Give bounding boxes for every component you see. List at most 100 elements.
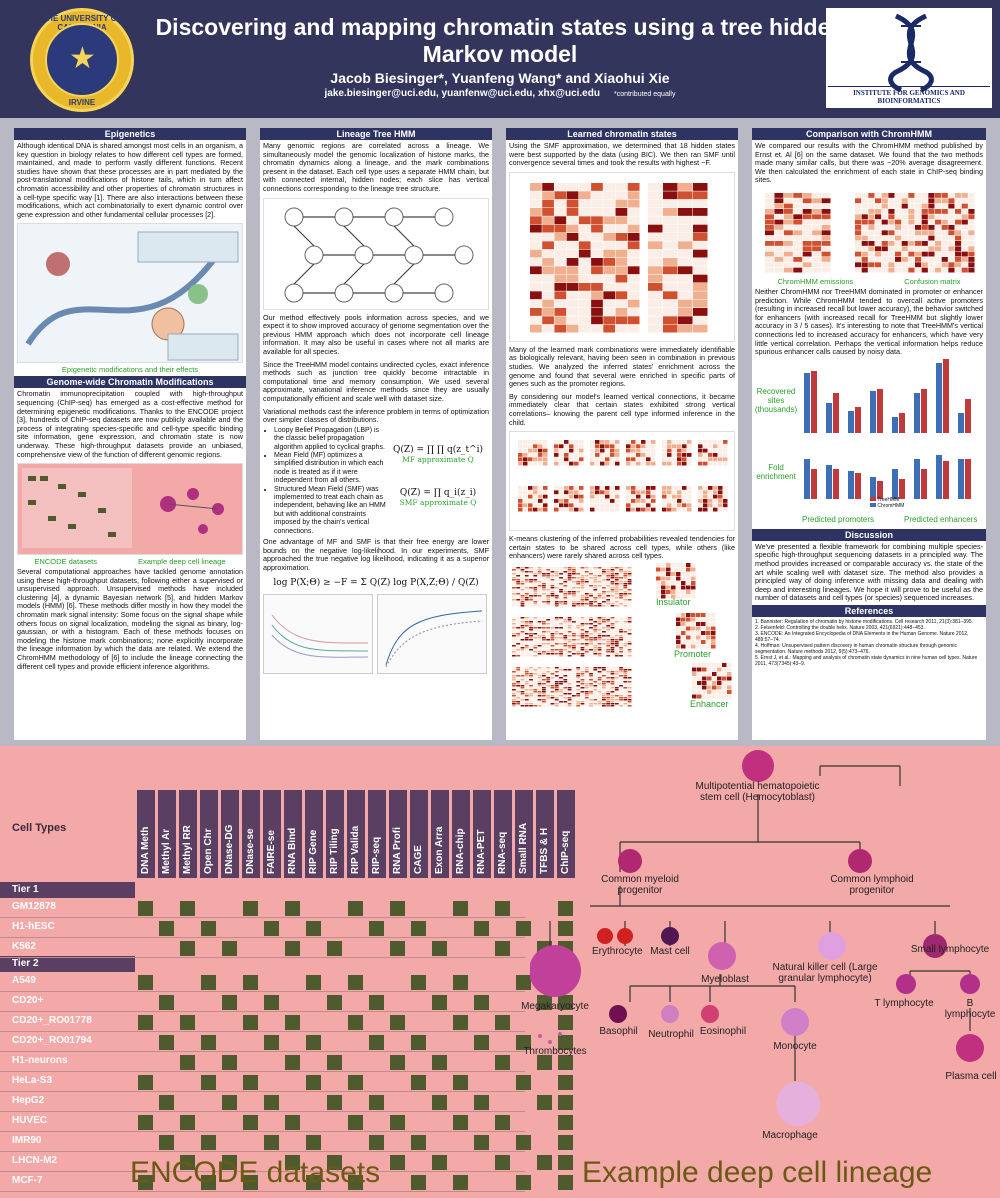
heatmap-cell: [623, 574, 628, 577]
heatmap-cell: [941, 235, 948, 241]
dataset-cell: [369, 1095, 384, 1110]
heatmap-cell: [861, 235, 868, 241]
column-header: FAIRE-se: [263, 790, 281, 878]
heatmap-cell: [589, 604, 593, 607]
heatmap-cell: [574, 461, 579, 466]
heatmap-cell: [537, 668, 542, 671]
heatmap-cell: [651, 507, 656, 512]
heatmap-cell: [524, 668, 529, 671]
heatmap-cell: [623, 686, 628, 689]
heatmap-cell: [935, 246, 942, 252]
heatmap-cell: [696, 626, 701, 631]
heatmap-cell: [529, 588, 533, 591]
heatmap-cell: [651, 457, 656, 462]
heatmap-cell: [614, 582, 619, 585]
heatmap-cell: [524, 582, 529, 585]
heatmap-cell: [520, 578, 525, 581]
heatmap-cell: [708, 507, 713, 512]
heatmap-cell: [524, 632, 529, 635]
heatmap-cell: [520, 616, 525, 619]
heatmap-cell: [572, 630, 576, 633]
heatmap-cell: [941, 240, 948, 246]
heatmap-cell: [572, 636, 576, 639]
heatmap-cell: [593, 634, 598, 637]
heatmap-cell: [538, 453, 543, 457]
heatmap-cell: [559, 698, 563, 701]
dataset-cell: [453, 1175, 468, 1190]
heatmap-cell: [722, 662, 727, 667]
heatmap-cell: [614, 626, 619, 629]
heatmap-cell: [648, 241, 663, 249]
heatmap-cell: [627, 686, 632, 689]
heatmap-cell: [703, 448, 708, 453]
heatmap-cell: [529, 616, 533, 619]
heatmap-cell: [533, 594, 538, 597]
heatmap-cell: [696, 635, 701, 640]
heatmap-cell: [765, 214, 774, 220]
heatmap-cell: [576, 630, 581, 633]
heatmap-cell: [537, 624, 542, 627]
dataset-cell: [222, 1095, 237, 1110]
lineage-mast: Mast cell: [650, 946, 690, 957]
heatmap-cell: [580, 678, 585, 681]
heatmap-cell: [698, 457, 703, 462]
heatmap-cell: [623, 690, 628, 693]
dataset-cell: [222, 995, 237, 1010]
heatmap-cell: [542, 640, 546, 643]
heatmap-cell: [935, 208, 942, 214]
heatmap-cell: [774, 267, 784, 273]
heatmap-cell: [574, 499, 579, 503]
heatmap-cell: [589, 572, 593, 575]
heatmap-cell: [584, 576, 589, 579]
heatmap-cell: [812, 203, 822, 209]
heatmap-cell: [691, 585, 696, 590]
heatmap-cell: [572, 566, 576, 569]
heatmap-cell: [537, 638, 542, 641]
lineage-t-lymphocyte: T lymphocyte: [874, 998, 934, 1009]
heatmap-cell: [610, 572, 615, 575]
heatmap-cell: [554, 490, 559, 495]
heatmap-cell: [559, 461, 564, 466]
heatmap-cell: [615, 257, 628, 266]
heatmap-cell: [542, 672, 546, 675]
heatmap-cell: [538, 440, 543, 444]
heatmap-cell: [559, 572, 563, 575]
heatmap-cell: [636, 507, 641, 512]
heatmap-cell: [566, 299, 579, 308]
heatmap-cell: [627, 624, 632, 627]
heatmap-cell: [722, 680, 727, 685]
heatmap-cell: [537, 580, 542, 583]
heatmap-cell: [529, 668, 533, 671]
heatmap-cell: [524, 566, 529, 569]
learned-states-text: Using the SMF approximation, we determin…: [509, 141, 735, 168]
lineage-plasma: Plasma cell: [945, 1071, 997, 1082]
heatmap-cell: [656, 594, 661, 599]
heatmap-cell: [677, 444, 682, 449]
heatmap-cell: [537, 594, 542, 597]
heatmap-cell: [948, 256, 955, 262]
heatmap-cell: [550, 584, 555, 587]
heatmap-cell: [623, 692, 628, 695]
heatmap-cell: [593, 636, 598, 639]
heatmap-cell: [961, 203, 968, 209]
row-divider: [0, 917, 525, 918]
heatmap-cell: [542, 702, 546, 705]
heatmap-cell: [593, 696, 598, 699]
heatmap-cell: [542, 696, 546, 699]
heatmap-cell: [567, 620, 572, 623]
heatmap-cell: [537, 684, 542, 687]
heatmap-cell: [520, 674, 525, 677]
heatmap-cell: [593, 576, 598, 579]
heatmap-cell: [713, 461, 718, 466]
heatmap-cell: [602, 584, 606, 587]
heatmap-cell: [610, 588, 615, 591]
heatmap-cell: [576, 568, 581, 571]
heatmap-cell: [554, 640, 559, 643]
heatmap-cell: [615, 291, 628, 299]
heatmap-cell: [701, 630, 706, 635]
heatmap-cell: [512, 678, 516, 681]
heatmap-cell: [881, 246, 888, 252]
heatmap-cell: [627, 682, 632, 685]
heatmap-cell: [667, 494, 672, 499]
column-header-label: DNase-DG: [224, 824, 235, 874]
